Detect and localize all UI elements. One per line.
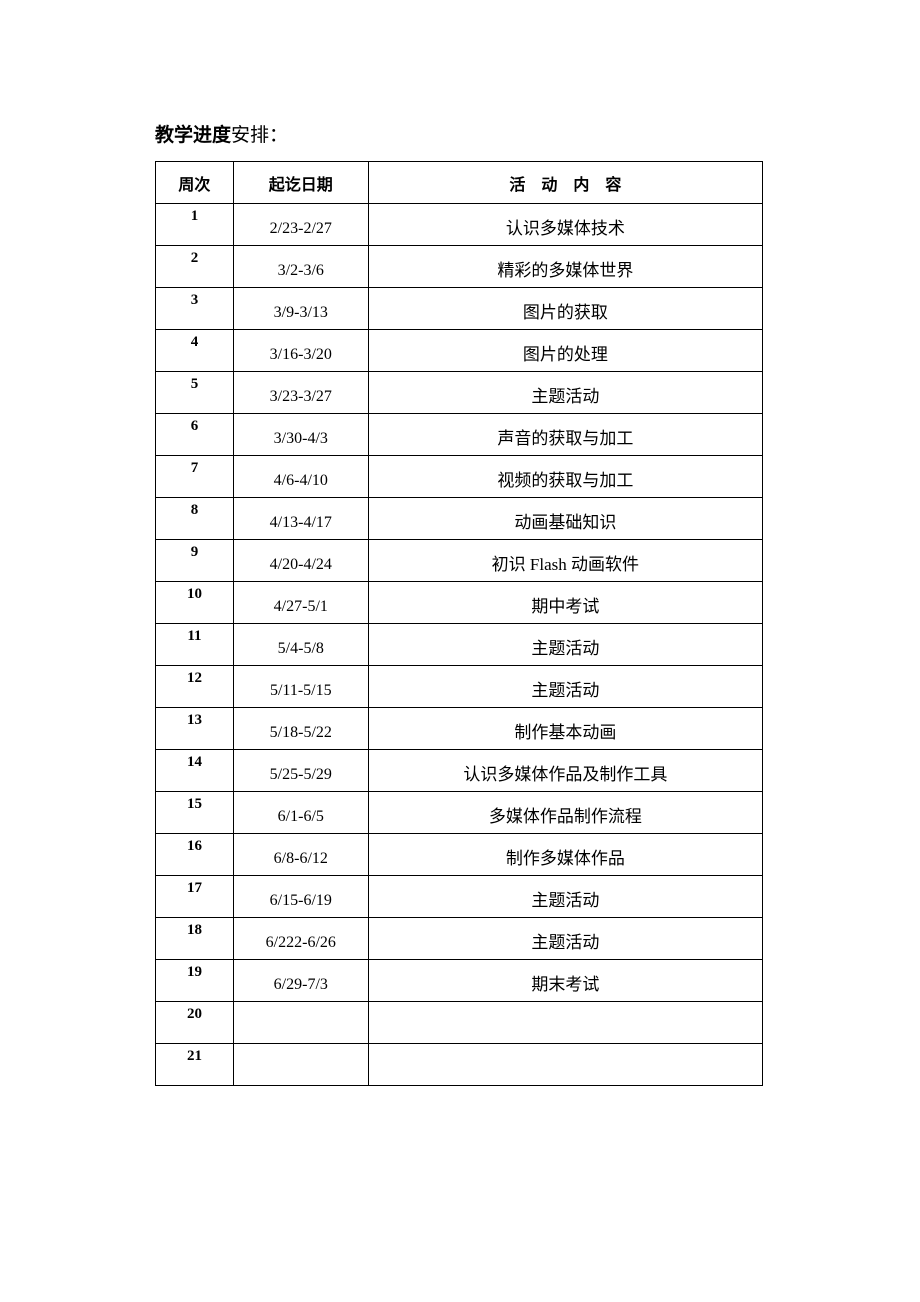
cell-date: 4/6-4/10 bbox=[233, 456, 368, 498]
cell-date bbox=[233, 1002, 368, 1044]
cell-date: 6/29-7/3 bbox=[233, 960, 368, 1002]
cell-week: 11 bbox=[156, 624, 234, 666]
cell-date: 6/1-6/5 bbox=[233, 792, 368, 834]
cell-content: 制作基本动画 bbox=[368, 708, 762, 750]
cell-date: 6/15-6/19 bbox=[233, 876, 368, 918]
cell-date: 3/2-3/6 bbox=[233, 246, 368, 288]
cell-week: 20 bbox=[156, 1002, 234, 1044]
cell-content: 精彩的多媒体世界 bbox=[368, 246, 762, 288]
cell-date: 5/11-5/15 bbox=[233, 666, 368, 708]
table-row: 176/15-6/19主题活动 bbox=[156, 876, 763, 918]
cell-week: 18 bbox=[156, 918, 234, 960]
table-row: 84/13-4/17动画基础知识 bbox=[156, 498, 763, 540]
table-row: 20 bbox=[156, 1002, 763, 1044]
cell-content: 认识多媒体作品及制作工具 bbox=[368, 750, 762, 792]
cell-week: 1 bbox=[156, 204, 234, 246]
cell-date: 5/18-5/22 bbox=[233, 708, 368, 750]
table-row: 33/9-3/13图片的获取 bbox=[156, 288, 763, 330]
cell-date: 4/13-4/17 bbox=[233, 498, 368, 540]
cell-week: 4 bbox=[156, 330, 234, 372]
cell-content: 动画基础知识 bbox=[368, 498, 762, 540]
table-row: 135/18-5/22制作基本动画 bbox=[156, 708, 763, 750]
cell-week: 12 bbox=[156, 666, 234, 708]
table-row: 104/27-5/1期中考试 bbox=[156, 582, 763, 624]
cell-content: 图片的获取 bbox=[368, 288, 762, 330]
cell-date: 3/23-3/27 bbox=[233, 372, 368, 414]
cell-date: 5/4-5/8 bbox=[233, 624, 368, 666]
cell-week: 15 bbox=[156, 792, 234, 834]
table-row: 12/23-2/27认识多媒体技术 bbox=[156, 204, 763, 246]
table-row: 74/6-4/10视频的获取与加工 bbox=[156, 456, 763, 498]
cell-content bbox=[368, 1002, 762, 1044]
cell-content: 初识 Flash 动画软件 bbox=[368, 540, 762, 582]
cell-content: 主题活动 bbox=[368, 876, 762, 918]
cell-content: 期中考试 bbox=[368, 582, 762, 624]
cell-week: 8 bbox=[156, 498, 234, 540]
cell-week: 14 bbox=[156, 750, 234, 792]
table-row: 94/20-4/24初识 Flash 动画软件 bbox=[156, 540, 763, 582]
cell-date: 2/23-2/27 bbox=[233, 204, 368, 246]
cell-content: 视频的获取与加工 bbox=[368, 456, 762, 498]
table-body: 12/23-2/27认识多媒体技术23/2-3/6精彩的多媒体世界33/9-3/… bbox=[156, 204, 763, 1086]
table-row: 196/29-7/3期末考试 bbox=[156, 960, 763, 1002]
cell-week: 6 bbox=[156, 414, 234, 456]
cell-date bbox=[233, 1044, 368, 1086]
cell-date: 4/20-4/24 bbox=[233, 540, 368, 582]
table-row: 21 bbox=[156, 1044, 763, 1086]
cell-week: 10 bbox=[156, 582, 234, 624]
cell-date: 5/25-5/29 bbox=[233, 750, 368, 792]
header-content: 活 动 内 容 bbox=[368, 162, 762, 204]
cell-date: 3/16-3/20 bbox=[233, 330, 368, 372]
title-thin: 安排： bbox=[231, 125, 288, 146]
table-row: 166/8-6/12制作多媒体作品 bbox=[156, 834, 763, 876]
cell-content: 主题活动 bbox=[368, 666, 762, 708]
cell-date: 6/8-6/12 bbox=[233, 834, 368, 876]
header-week: 周次 bbox=[156, 162, 234, 204]
table-row: 145/25-5/29认识多媒体作品及制作工具 bbox=[156, 750, 763, 792]
table-row: 125/11-5/15主题活动 bbox=[156, 666, 763, 708]
cell-week: 2 bbox=[156, 246, 234, 288]
cell-week: 3 bbox=[156, 288, 234, 330]
table-row: 23/2-3/6精彩的多媒体世界 bbox=[156, 246, 763, 288]
table-row: 186/222-6/26主题活动 bbox=[156, 918, 763, 960]
cell-week: 13 bbox=[156, 708, 234, 750]
cell-date: 3/9-3/13 bbox=[233, 288, 368, 330]
cell-content: 图片的处理 bbox=[368, 330, 762, 372]
page-title: 教学进度安排： bbox=[155, 120, 765, 147]
table-header-row: 周次 起讫日期 活 动 内 容 bbox=[156, 162, 763, 204]
table-row: 115/4-5/8主题活动 bbox=[156, 624, 763, 666]
table-row: 53/23-3/27主题活动 bbox=[156, 372, 763, 414]
cell-content: 多媒体作品制作流程 bbox=[368, 792, 762, 834]
cell-content: 期末考试 bbox=[368, 960, 762, 1002]
header-date: 起讫日期 bbox=[233, 162, 368, 204]
schedule-table: 周次 起讫日期 活 动 内 容 12/23-2/27认识多媒体技术23/2-3/… bbox=[155, 161, 763, 1086]
cell-date: 4/27-5/1 bbox=[233, 582, 368, 624]
table-row: 43/16-3/20图片的处理 bbox=[156, 330, 763, 372]
cell-date: 6/222-6/26 bbox=[233, 918, 368, 960]
cell-content bbox=[368, 1044, 762, 1086]
cell-week: 9 bbox=[156, 540, 234, 582]
table-row: 156/1-6/5多媒体作品制作流程 bbox=[156, 792, 763, 834]
cell-content: 制作多媒体作品 bbox=[368, 834, 762, 876]
cell-week: 21 bbox=[156, 1044, 234, 1086]
cell-week: 5 bbox=[156, 372, 234, 414]
cell-date: 3/30-4/3 bbox=[233, 414, 368, 456]
cell-content: 主题活动 bbox=[368, 918, 762, 960]
table-row: 63/30-4/3声音的获取与加工 bbox=[156, 414, 763, 456]
cell-week: 19 bbox=[156, 960, 234, 1002]
cell-content: 主题活动 bbox=[368, 624, 762, 666]
cell-week: 17 bbox=[156, 876, 234, 918]
cell-week: 16 bbox=[156, 834, 234, 876]
title-bold: 教学进度 bbox=[155, 125, 231, 146]
cell-content: 主题活动 bbox=[368, 372, 762, 414]
cell-week: 7 bbox=[156, 456, 234, 498]
cell-content: 声音的获取与加工 bbox=[368, 414, 762, 456]
cell-content: 认识多媒体技术 bbox=[368, 204, 762, 246]
